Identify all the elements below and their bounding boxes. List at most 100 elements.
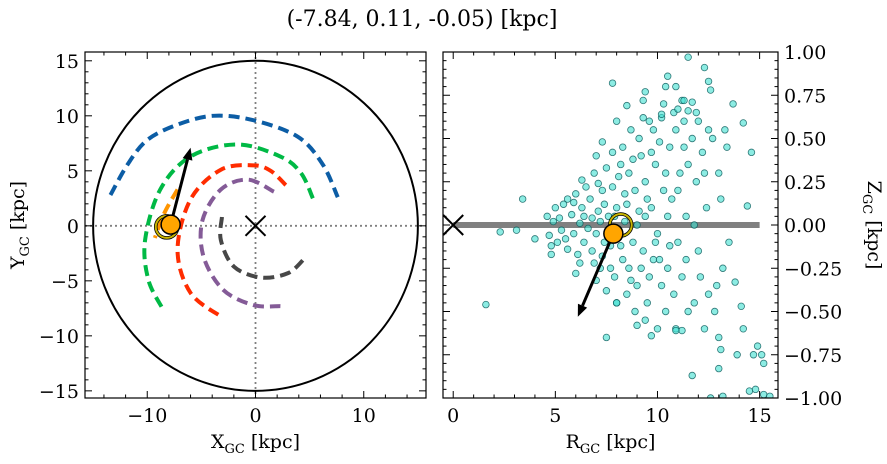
scatter-point — [719, 392, 727, 398]
scatter-point — [578, 176, 586, 184]
scatter-point — [743, 202, 752, 210]
scatter-point — [661, 169, 670, 177]
scatter-point — [682, 212, 690, 221]
scatter-point — [694, 117, 703, 125]
scatter-point — [590, 259, 598, 267]
scatter-point — [706, 394, 715, 398]
y-tick-label: 5 — [67, 161, 79, 183]
scatter-point — [766, 392, 774, 398]
scatter-point — [643, 299, 651, 307]
orbit-series-2 — [175, 163, 288, 319]
scatter-point — [555, 214, 564, 222]
x-tick-label: 10 — [352, 405, 376, 427]
scatter-point — [657, 110, 666, 118]
scatter-point — [623, 200, 631, 208]
scatter-point — [661, 307, 670, 316]
scatter-point — [496, 228, 504, 236]
scatter-point — [629, 238, 637, 246]
scatter-point — [663, 264, 672, 272]
scatter-point — [649, 126, 658, 134]
scatter-point — [518, 195, 527, 203]
scatter-point — [661, 82, 670, 91]
scatter-point — [641, 316, 649, 324]
scatter-point — [692, 178, 700, 186]
scatter-point — [702, 203, 711, 212]
scatter-point — [592, 229, 600, 238]
scatter-point — [676, 169, 684, 177]
scatter-point — [547, 250, 555, 259]
scatter-point — [602, 287, 611, 295]
scatter-point — [731, 278, 739, 286]
scatter-point — [594, 207, 602, 215]
scatter-point — [663, 212, 672, 221]
scatter-point — [723, 143, 731, 151]
scatter-point — [649, 255, 658, 264]
orbit-series-4 — [218, 216, 306, 280]
scatter-point — [643, 195, 651, 203]
scatter-point — [653, 325, 662, 333]
y-axis-label: ZGC [kpc] — [859, 181, 885, 270]
scatter-point — [670, 290, 678, 298]
x-tick-label: 0 — [249, 405, 261, 427]
galactic-plane-panel: −10 0 10 −15 −10 −5 0 5 10 15 XGC [kpc] YGC [kpc] — [7, 51, 427, 457]
scatter-point — [612, 203, 621, 212]
scatter-point — [647, 203, 656, 212]
y-tick-label: 10 — [55, 106, 79, 128]
scatter-point — [696, 273, 705, 281]
scatter-point — [688, 371, 696, 380]
orbit-series-0 — [108, 113, 340, 199]
orbit-series-3 — [198, 177, 281, 309]
orbit-series-5 — [152, 188, 180, 239]
scatter-point — [641, 212, 649, 221]
scatter-point — [576, 219, 584, 227]
scatter-point — [666, 242, 674, 250]
scatter-point — [745, 387, 754, 395]
scatter-point — [692, 108, 700, 117]
scatter-point — [563, 245, 572, 253]
scatter-point — [717, 195, 725, 203]
scatter-point — [653, 229, 662, 238]
scatter-point — [674, 238, 682, 246]
scatter-point — [594, 179, 602, 188]
scatter-point — [659, 186, 668, 195]
orbit-series-1 — [142, 142, 315, 310]
scatter-point — [663, 72, 672, 80]
scatter-point — [639, 114, 647, 122]
rz-scatter-panel: 0 5 10 15 1.00 0.75 0.50 0.25 0.00 −0.25 −0.50 −0.7… — [442, 42, 885, 457]
scatter-point — [608, 183, 617, 191]
scatter-point — [737, 302, 745, 311]
scatter-point — [602, 164, 611, 172]
scatter-point — [627, 276, 635, 285]
y-tick-label: 0.75 — [784, 85, 826, 107]
scatter-point — [739, 119, 747, 127]
scatter-point — [557, 226, 566, 234]
scatter-point — [717, 345, 725, 354]
scatter-point — [672, 326, 680, 335]
scatter-point — [688, 134, 696, 143]
scatter-point — [580, 212, 588, 221]
scatter-point — [715, 333, 723, 342]
scatter-point — [729, 100, 737, 108]
scatter-point — [647, 148, 656, 157]
scatter-point — [633, 321, 641, 330]
scatter-point — [715, 169, 723, 177]
scatter-point — [672, 82, 680, 91]
scatter-point — [602, 333, 611, 342]
scatter-point — [747, 148, 756, 157]
scatter-point — [574, 250, 582, 259]
scatter-point — [639, 96, 647, 105]
y-tick-label: 0.00 — [784, 215, 826, 237]
galactic-center-marker — [443, 214, 464, 236]
x-tick-label: 15 — [748, 405, 772, 427]
scatter-point — [586, 195, 594, 203]
x-axis-label: XGC [kpc] — [211, 431, 300, 457]
scatter-point — [680, 143, 688, 151]
scatter-point — [549, 217, 558, 226]
scatter-point — [572, 269, 580, 278]
scatter-point — [704, 126, 713, 134]
scatter-point — [674, 105, 682, 113]
scatter-point — [631, 186, 639, 195]
scatter-point — [719, 264, 727, 272]
scatter-point — [543, 212, 551, 221]
scatter-point — [651, 238, 660, 246]
